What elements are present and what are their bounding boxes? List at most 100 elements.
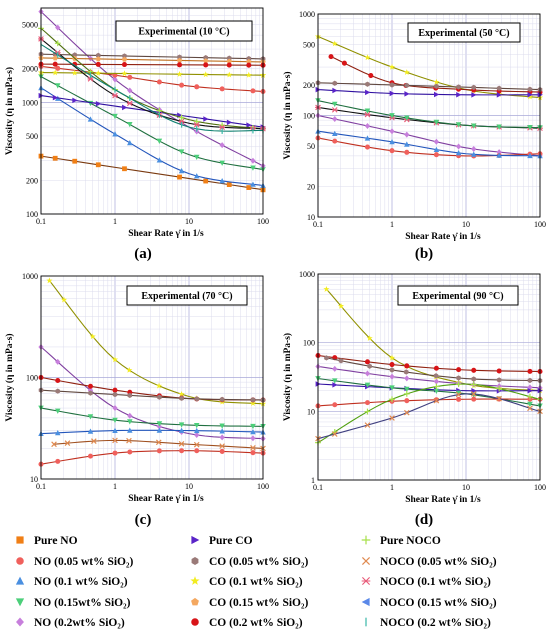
data-point-noco_005 <box>112 437 118 444</box>
legend-label: Pure NO <box>34 535 78 547</box>
chart-title: Experimental (90 °C) <box>412 291 503 302</box>
chart-title-box <box>126 285 248 306</box>
legend-label: NOCO (0.2 wt% SiO₂) <box>380 617 491 629</box>
data-point-pure_noco <box>527 393 533 400</box>
data-point-no_02 <box>404 131 410 138</box>
data-point-no_01 <box>219 178 225 184</box>
data-point-noco_01 <box>126 100 133 107</box>
data-point-no_015 <box>389 385 395 391</box>
data-point-no_01 <box>87 116 94 122</box>
data-point-co_02 <box>121 62 127 68</box>
data-point-no_005 <box>404 398 410 404</box>
data-point-no_005 <box>127 74 133 80</box>
data-point-co_01 <box>364 54 371 61</box>
series-group <box>37 8 267 193</box>
chart-title-box <box>407 22 521 43</box>
data-point-pure_co <box>122 104 128 111</box>
plot-frame <box>40 275 264 480</box>
data-point-co_01 <box>388 354 396 361</box>
data-point-co_005 <box>157 394 162 400</box>
data-point-co_005 <box>72 52 78 58</box>
data-point-co_015 <box>246 58 252 64</box>
series-fit-line-no_02 <box>40 346 264 440</box>
legend-item-no_005: NO (0.05 wt% SiO₂) <box>16 556 133 568</box>
data-point-pure_co <box>527 92 533 98</box>
data-point-no_01 <box>404 141 410 147</box>
plot-frame <box>317 273 541 481</box>
data-point-co_01 <box>178 390 185 397</box>
legend-item-co_01: CO (0.1 wt% SiO₂) <box>190 576 303 588</box>
legend-label: CO (0.15 wt% SiO₂) <box>209 597 308 609</box>
data-point-no_015 <box>193 154 200 161</box>
data-point-no_005 <box>219 448 225 454</box>
data-point-co_01 <box>526 93 534 100</box>
chart-panel-1: 0.1 1 10 100 100 200 500 1000 2000 5000 Shear Rate… <box>4 7 269 262</box>
y-tick-label: 1000 <box>299 10 315 19</box>
data-point-no_01 <box>178 167 185 174</box>
legend-marker-no_02 <box>16 617 24 627</box>
data-point-co_005 <box>95 52 101 59</box>
series-group <box>315 285 544 446</box>
legend-marker-co_015 <box>191 597 199 606</box>
data-point-no_005 <box>332 138 338 144</box>
data-point-pure_noco <box>178 114 185 121</box>
y-tick-label: 10 <box>307 407 315 416</box>
data-point-co_01 <box>323 285 330 292</box>
data-point-co_005 <box>88 390 93 396</box>
data-point-no_02 <box>471 146 477 153</box>
data-point-no_02 <box>219 434 225 441</box>
data-point-pure_no <box>203 178 209 184</box>
tick-labels: 0.1 1 10 100 10 100 1000 <box>22 272 269 491</box>
data-point-noco_005 <box>364 422 371 428</box>
y-axis-label: Viscosity (η in mPa-s) <box>4 67 15 155</box>
series-fit-line-co_005 <box>40 53 264 60</box>
data-point-co_01 <box>245 71 252 78</box>
data-point-no_015 <box>389 113 395 119</box>
series-fit-line-co_02 <box>317 354 541 373</box>
data-point-no_01 <box>127 427 133 433</box>
y-tick-label: 200 <box>303 81 315 90</box>
data-point-co_005 <box>55 388 61 394</box>
series-fit-line-no_02 <box>317 365 541 389</box>
y-tick-label: 1 <box>311 476 315 485</box>
x-tick-label: 1 <box>390 220 394 229</box>
series-fit-line-no_005 <box>317 398 541 407</box>
data-point-pure_co <box>527 387 533 394</box>
y-axis-label: Viscosity (η in mPa-s) <box>4 333 15 421</box>
x-tick-label: 10 <box>185 482 193 491</box>
data-point-no_015 <box>156 138 163 144</box>
x-tick-label: 1 <box>113 482 117 491</box>
legend-item-pure_no: Pure NO <box>16 535 78 547</box>
data-point-co_005 <box>433 373 439 379</box>
data-point-no_015 <box>112 113 118 120</box>
y-tick-label: 500 <box>303 41 315 50</box>
x-tick-label: 10 <box>462 483 470 492</box>
series-fit-line-no_015 <box>40 407 264 427</box>
data-point-no_015 <box>127 122 133 128</box>
data-point-co_005 <box>338 358 344 364</box>
data-point-co_01 <box>89 333 96 340</box>
data-point-no_02 <box>389 128 395 135</box>
data-point-no_01 <box>433 146 440 153</box>
data-point-no_015 <box>332 378 338 384</box>
legend-marker-no_015 <box>15 598 25 607</box>
data-point-co_01 <box>337 302 345 309</box>
data-point-co_005 <box>471 376 477 382</box>
data-point-noco_01 <box>178 118 185 125</box>
data-point-co_015 <box>176 57 183 63</box>
data-point-co_02 <box>52 61 58 67</box>
data-point-no_005 <box>194 448 200 454</box>
data-point-no_02 <box>433 138 440 145</box>
series-fit-line-co_02 <box>330 56 541 93</box>
data-point-co_005 <box>332 80 338 86</box>
data-point-no_02 <box>127 412 133 419</box>
data-point-co_02 <box>246 62 252 68</box>
x-axis-label: Shear Rate γ̇ in 1/s <box>405 494 481 505</box>
data-point-no_015 <box>455 122 462 128</box>
x-tick-label: 0.1 <box>313 483 323 492</box>
data-point-pure_co <box>332 87 338 94</box>
data-point-no_015 <box>527 401 533 408</box>
legend-label: NO (0.15wt% SiO₂) <box>34 597 131 609</box>
data-point-no_015 <box>364 382 371 388</box>
